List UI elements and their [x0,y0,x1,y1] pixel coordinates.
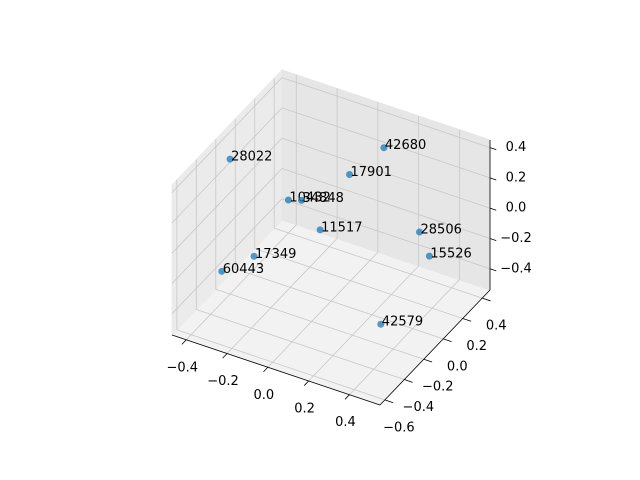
grid-line [308,265,419,382]
tick-mark [482,297,491,302]
tick-mark [489,147,497,151]
grid-line [281,137,491,209]
grid-line [176,329,385,401]
tick-mark [489,268,497,272]
grid-line [196,309,405,380]
grid-line [235,268,444,340]
grid-line [171,168,283,284]
grid-line [281,168,491,239]
grid-line [254,248,463,319]
point [284,196,292,204]
z-tick-label: −0.4 [500,261,532,276]
grid-line [171,198,283,315]
y-tick-label: −0.4 [403,400,435,415]
grid-line [171,77,283,193]
grid-line [171,107,283,224]
tick-mark [443,338,452,343]
point [218,267,226,275]
x-axis-line [171,334,381,406]
tick-mark [344,394,350,400]
point [377,320,385,328]
point [250,252,258,260]
point-label: 42680 [385,138,426,153]
y-tick-label: 0.4 [486,319,507,334]
y-tick-label: −0.2 [422,380,454,395]
grid-line [349,279,460,395]
x-tick-label: 0.0 [253,388,274,403]
tick-mark [489,238,497,241]
point-label: 28022 [231,150,272,165]
point [346,171,354,179]
point [298,196,306,204]
tick-mark [303,380,309,386]
z-tick-label: 0.4 [506,140,527,155]
x-tick-label: 0.2 [294,401,315,416]
z-tick-label: 0.2 [506,170,527,185]
tick-mark [404,379,413,383]
grid-line [215,288,424,360]
tick-mark [489,177,497,181]
point [416,228,424,236]
point [425,252,433,260]
grid-line [267,251,379,368]
point-label: 11517 [321,220,362,235]
x-tick-label: 0.4 [335,415,356,430]
grid-line [171,137,283,254]
tick-mark [222,353,228,359]
grid-line [226,238,338,354]
point [316,226,324,234]
point-label: 17901 [351,165,392,180]
z-tick-label: −0.2 [500,231,532,246]
z-tick-label: 0.0 [506,201,527,216]
y-axis-line [379,289,491,406]
point-label: 15526 [430,247,471,262]
point-label: 34848 [303,191,344,206]
tick-mark [423,358,433,363]
y-tick-label: 0.0 [447,359,468,374]
tick-mark [489,207,497,211]
y-tick-label: −0.6 [383,420,415,435]
point-label: 42579 [382,315,423,330]
tick-mark [181,339,187,345]
grid-line [274,227,483,299]
tick-mark [384,399,394,404]
point-label: 60443 [223,262,264,277]
point-label: 28506 [421,223,462,238]
tick-mark [462,318,472,322]
point-label: 17349 [255,247,296,262]
point [226,155,234,163]
point [380,144,388,152]
x-tick-label: −0.2 [207,374,239,389]
tick-mark [263,366,269,373]
x-tick-label: −0.4 [166,360,198,375]
grid-line [281,198,491,270]
grid-line [281,107,491,179]
y-tick-label: 0.2 [466,339,487,354]
grid-line [185,224,297,341]
grid-line [281,77,491,148]
